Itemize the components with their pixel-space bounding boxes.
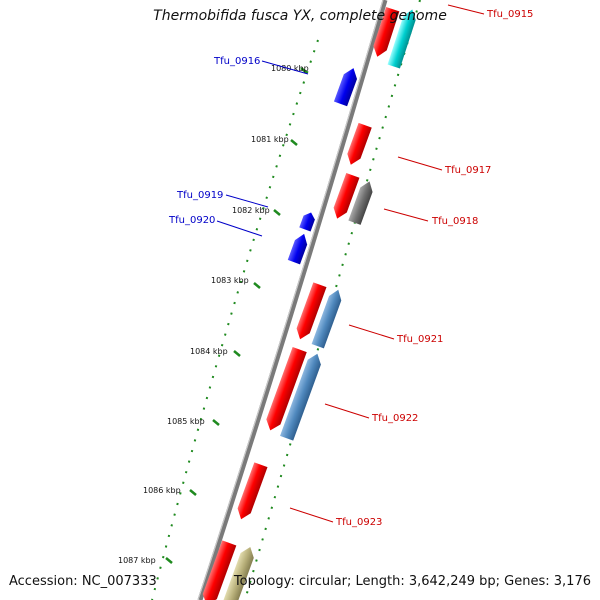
grey-gene-arrow <box>348 181 373 225</box>
gene-leader-line <box>216 220 263 237</box>
tick-mark <box>165 557 173 564</box>
tick-label: 1085 kbp <box>167 417 205 426</box>
forward-gene-arrow <box>347 122 372 165</box>
tick-label: 1081 kbp <box>251 135 289 144</box>
gene-leader-line <box>447 4 485 15</box>
tick-label: 1083 kbp <box>211 276 249 285</box>
tick-ring-dots <box>151 39 319 600</box>
accession-text: Accession: NC_007333 <box>9 574 157 589</box>
genome-backbone-highlight <box>197 0 384 600</box>
gene-label-tfu_0915[interactable]: Tfu_0915 <box>486 9 533 20</box>
gene-leader-line <box>225 194 269 208</box>
forward-gene-arrow <box>266 347 307 431</box>
forward-gene-arrow <box>296 282 327 340</box>
cyan-gene-arrow <box>387 9 416 69</box>
forward-gene-arrow <box>202 540 237 600</box>
tick-label: 1082 kbp <box>232 206 270 215</box>
gene-label-tfu_0920[interactable]: Tfu_0920 <box>168 215 215 226</box>
reverse-gene-arrow <box>333 68 357 107</box>
gene-label-tfu_0922[interactable]: Tfu_0922 <box>371 413 418 424</box>
genome-title: Thermobifida fusca YX, complete genome <box>153 8 447 24</box>
gene-label-tfu_0917[interactable]: Tfu_0917 <box>444 165 491 176</box>
gene-label-tfu_0923[interactable]: Tfu_0923 <box>335 517 382 528</box>
tick-label: 1087 kbp <box>118 556 156 565</box>
steel-gene-arrow <box>311 289 342 349</box>
tick-mark <box>273 209 281 216</box>
forward-gene-arrow <box>237 462 268 520</box>
genome-backbone <box>197 0 388 600</box>
steel-gene-arrow <box>280 353 321 441</box>
tick-mark <box>253 282 261 289</box>
gene-leader-line <box>397 156 443 171</box>
tick-mark <box>300 67 308 74</box>
tick-mark <box>290 139 298 146</box>
gene-label-tfu_0919[interactable]: Tfu_0919 <box>176 190 223 201</box>
forward-gene-arrow <box>373 7 400 57</box>
genome-summary-text: Topology: circular; Length: 3,642,249 bp… <box>233 574 591 589</box>
gene-leader-line <box>289 507 334 523</box>
reverse-gene-arrow <box>299 212 315 232</box>
gene-label-tfu_0921[interactable]: Tfu_0921 <box>396 334 443 345</box>
forward-gene-arrow <box>333 172 360 219</box>
tick-mark <box>189 489 197 496</box>
gene-label-tfu_0918[interactable]: Tfu_0918 <box>431 216 478 227</box>
reverse-gene-arrow <box>287 233 308 265</box>
gene-leader-line <box>348 324 395 340</box>
tick-label: 1086 kbp <box>143 486 181 495</box>
gene-leader-line <box>383 208 429 222</box>
tick-label: 1084 kbp <box>190 347 228 356</box>
tick-mark <box>212 419 220 426</box>
gene-leader-line <box>261 60 309 75</box>
tick-mark <box>233 350 241 357</box>
gene-label-tfu_0916[interactable]: Tfu_0916 <box>213 56 260 67</box>
gene-leader-line <box>324 403 370 419</box>
olive-gene-arrow <box>221 546 254 600</box>
